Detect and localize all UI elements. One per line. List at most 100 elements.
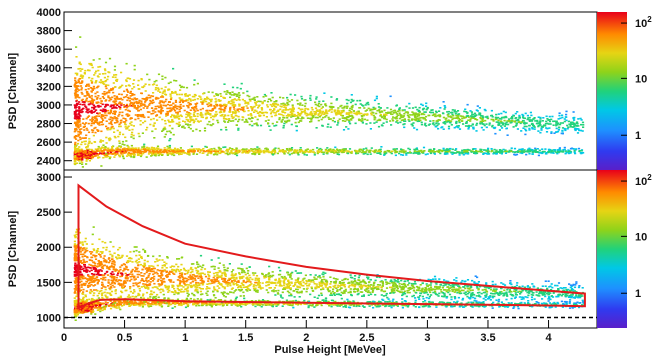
heatmap-cell bbox=[73, 92, 77, 95]
heatmap-cell bbox=[152, 150, 155, 152]
heatmap-cell bbox=[246, 150, 249, 153]
heatmap-cell bbox=[410, 119, 413, 121]
heatmap-cell bbox=[451, 118, 454, 121]
heatmap-cell bbox=[492, 152, 495, 155]
heatmap-cell bbox=[549, 123, 552, 125]
heatmap-cell bbox=[497, 123, 500, 125]
heatmap-cell bbox=[537, 125, 540, 128]
heatmap-cell bbox=[247, 101, 250, 104]
heatmap-cell bbox=[155, 150, 158, 153]
heatmap-cell bbox=[444, 153, 447, 155]
heatmap-cell bbox=[471, 150, 474, 152]
heatmap-cell bbox=[207, 102, 210, 104]
heatmap-cell bbox=[466, 150, 469, 152]
heatmap-cell bbox=[403, 113, 406, 115]
heatmap-cell bbox=[286, 117, 289, 119]
heatmap-cell bbox=[179, 98, 182, 101]
heatmap-cell bbox=[79, 138, 82, 141]
heatmap-cell bbox=[314, 101, 317, 104]
heatmap-cell bbox=[128, 149, 131, 152]
heatmap-cell bbox=[301, 108, 304, 111]
heatmap-cell bbox=[315, 96, 318, 98]
heatmap-cell bbox=[434, 115, 437, 117]
heatmap-cell bbox=[99, 310, 102, 313]
heatmap-cell bbox=[86, 92, 89, 95]
heatmap-cell bbox=[74, 135, 77, 137]
heatmap-cell bbox=[501, 123, 504, 126]
heatmap-cell bbox=[139, 152, 142, 154]
heatmap-cell bbox=[493, 148, 496, 151]
heatmap-cell bbox=[287, 103, 290, 106]
heatmap-cell bbox=[414, 118, 417, 121]
heatmap-cell bbox=[486, 153, 489, 155]
heatmap-cell bbox=[374, 304, 377, 307]
heatmap-cell bbox=[219, 114, 222, 117]
heatmap-cell bbox=[462, 123, 465, 125]
heatmap-cell bbox=[415, 113, 418, 116]
heatmap-cell bbox=[343, 148, 346, 150]
heatmap-cell bbox=[316, 300, 319, 303]
heatmap-cell bbox=[182, 86, 185, 89]
heatmap-cell bbox=[91, 156, 94, 159]
heatmap-cell bbox=[320, 151, 324, 154]
heatmap-cell bbox=[309, 97, 312, 99]
heatmap-cell bbox=[205, 116, 208, 119]
heatmap-cell bbox=[251, 150, 254, 152]
heatmap-cell bbox=[336, 124, 339, 126]
heatmap-cell bbox=[148, 147, 151, 149]
heatmap-cell bbox=[455, 111, 458, 113]
heatmap-cell bbox=[266, 151, 269, 153]
heatmap-cell bbox=[240, 305, 243, 308]
heatmap-cell bbox=[160, 110, 163, 112]
heatmap-cell bbox=[271, 105, 274, 108]
heatmap-cell bbox=[76, 74, 79, 76]
heatmap-cell bbox=[110, 123, 113, 126]
heatmap-cell bbox=[210, 104, 213, 107]
heatmap-cell bbox=[92, 151, 95, 153]
heatmap-cell bbox=[94, 105, 97, 108]
heatmap-cell bbox=[423, 150, 426, 152]
heatmap-cell bbox=[98, 147, 101, 149]
heatmap-cell bbox=[109, 300, 112, 302]
heatmap-cell bbox=[86, 83, 89, 86]
heatmap-cell bbox=[427, 306, 430, 308]
heatmap-cell bbox=[573, 116, 576, 119]
heatmap-cell bbox=[81, 163, 84, 165]
heatmap-cell bbox=[324, 103, 327, 105]
heatmap-cell bbox=[255, 151, 258, 154]
heatmap-cell bbox=[516, 128, 519, 130]
heatmap-cell bbox=[173, 115, 176, 118]
heatmap-cell bbox=[95, 70, 98, 73]
heatmap-cell bbox=[348, 121, 351, 123]
heatmap-cell bbox=[91, 89, 94, 91]
heatmap-cell bbox=[479, 150, 482, 152]
heatmap-cell bbox=[162, 127, 165, 130]
heatmap-cell bbox=[357, 110, 360, 113]
heatmap-cell bbox=[420, 116, 423, 119]
heatmap-cell bbox=[413, 148, 416, 151]
heatmap-cell bbox=[114, 154, 117, 156]
heatmap-cell bbox=[179, 89, 182, 91]
heatmap-cell bbox=[73, 313, 77, 315]
heatmap-cell bbox=[125, 85, 128, 87]
heatmap-cell bbox=[162, 101, 165, 103]
heatmap-cell bbox=[91, 131, 94, 134]
heatmap-cell bbox=[188, 151, 191, 154]
heatmap-cell bbox=[244, 304, 247, 306]
heatmap-cell bbox=[168, 139, 171, 142]
heatmap-cell bbox=[286, 149, 289, 151]
heatmap-cell bbox=[73, 153, 76, 156]
heatmap-cell bbox=[159, 101, 162, 104]
heatmap-cell bbox=[367, 107, 370, 110]
heatmap-cell bbox=[464, 116, 467, 119]
heatmap-cell bbox=[414, 112, 417, 114]
heatmap-cell bbox=[395, 148, 398, 150]
heatmap-cell bbox=[336, 153, 339, 155]
heatmap-cell bbox=[458, 151, 461, 154]
heatmap-cell bbox=[279, 113, 282, 116]
heatmap-cell bbox=[547, 151, 550, 154]
heatmap-cell bbox=[348, 109, 351, 112]
heatmap-cell bbox=[79, 125, 82, 127]
heatmap-cell bbox=[88, 62, 91, 65]
heatmap-cell bbox=[432, 120, 435, 122]
